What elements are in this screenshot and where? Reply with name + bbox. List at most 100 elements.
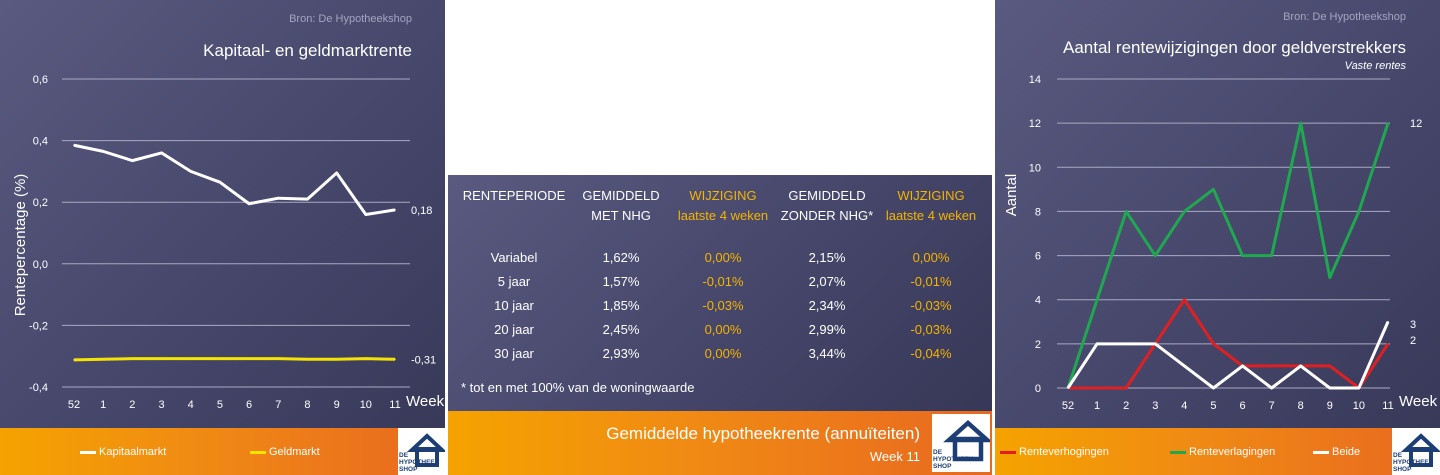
row-10-jaar-cell-2: -0,03% (702, 298, 744, 313)
data-point (1096, 343, 1098, 345)
row-20-jaar-cell-4: -0,03% (910, 322, 952, 337)
rates-table: RENTEPERIODE GEMIDDELD MET NHG WIJZIGING… (448, 175, 992, 411)
data-point (1358, 210, 1360, 213)
data-point (189, 357, 192, 360)
data-point (1183, 365, 1186, 367)
house-icon (943, 419, 990, 462)
y-axis-title: Aantal (1003, 174, 1020, 217)
series-line-renteverhogingen (1068, 298, 1390, 390)
logo-middle-line-1: DE (933, 449, 943, 456)
row-variabel-cell-0: Variabel (490, 250, 538, 265)
footer-week: Week 11 (869, 449, 920, 464)
data-point (189, 170, 192, 173)
data-point (1241, 254, 1244, 257)
data-point (1096, 298, 1098, 301)
end-data-label: -0,31 (411, 354, 436, 366)
series-line-kapitaalmarkt (73, 143, 396, 217)
data-point (102, 150, 104, 153)
right-chart-panel: Bron: De Hypotheekshop Aantal rentewijzi… (995, 0, 1440, 475)
data-point (394, 358, 396, 361)
left-chart-panel: Bron: De Hypotheekshop Kapitaal- en geld… (0, 0, 445, 475)
x-tick-label: 2 (1123, 400, 1129, 412)
data-point (1387, 343, 1389, 345)
row-20-jaar-cell-2: 0,00% (704, 322, 742, 337)
data-point (1270, 387, 1273, 389)
col-header-gemiddeld-met-nhg-line1: GEMIDDELD (582, 188, 660, 203)
data-point (1329, 365, 1331, 367)
data-point (131, 159, 134, 162)
data-point (277, 197, 280, 199)
row-30-jaar-cell-0: 30 jaar (494, 346, 534, 361)
x-tick-label: 5 (1210, 400, 1216, 412)
data-point (1154, 254, 1157, 257)
col-header-rentperiode-line1: RENTEPERIODE (462, 188, 566, 203)
data-point (219, 357, 221, 360)
legend-beide-swatch (1313, 450, 1329, 454)
row-20-jaar-cell-0: 20 jaar (494, 322, 534, 337)
y-tick-label: 0,0 (33, 259, 48, 271)
left-chart-svg: -0,4 -0,2 0,0 0,2 0,4 0,6 52 1 2 3 4 5 6 7 8 9 10 11 Week R… (12, 74, 445, 411)
data-point (1183, 210, 1186, 213)
x-tick-label: 10 (360, 399, 372, 411)
col-header-wijziging-2: WIJZIGING laatste 4 weken (878, 186, 984, 226)
legend-kapitaalmarkt-swatch (80, 450, 96, 454)
y-tick-label: 10 (1029, 162, 1041, 174)
row-10-jaar-cell-3: 2,34% (808, 298, 846, 313)
data-point (1067, 387, 1069, 389)
x-tick-label: 6 (1239, 400, 1245, 412)
data-point (160, 357, 163, 360)
y-tick-label: 2 (1035, 339, 1041, 351)
row-30-jaar-cell-3: 3,44% (808, 346, 846, 361)
legend-renteverlagingen-label: Renteverlagingen (1189, 446, 1276, 458)
data-point (1212, 343, 1215, 345)
data-point (365, 357, 367, 360)
left-legend-bar: Kapitaalmarkt Geldmarkt DE HYPOTHEEK SHO… (0, 428, 445, 475)
y-tick-label: 0,2 (33, 197, 48, 209)
legend-geldmarkt: Geldmarkt (250, 446, 320, 458)
x-tick-label: 5 (217, 399, 223, 411)
series-line-geldmarkt (73, 357, 396, 362)
col-header-gemiddeld-zonder-nhg-line2: ZONDER NHG* (780, 208, 874, 223)
legend-kapitaalmarkt-label: Kapitaalmarkt (99, 446, 167, 458)
y-tick-label: 12 (1029, 118, 1041, 130)
x-tick-label: 6 (246, 399, 252, 411)
legend-renteverhogingen: Renteverhogingen (1000, 446, 1109, 458)
x-tick-label: 1 (100, 399, 106, 411)
right-legend-bar: Renteverhogingen Renteverlagingen Beide … (995, 428, 1440, 475)
data-point (1387, 320, 1389, 323)
house-icon (406, 433, 445, 467)
logo-right-line-2: HYPOTHEEK (1393, 459, 1434, 466)
data-point (1125, 387, 1127, 389)
logo-middle: DE HYPOTHEEK SHOP (932, 414, 990, 472)
data-point (306, 198, 309, 200)
row-5-jaar-cell-0: 5 jaar (497, 274, 531, 289)
logo-middle-line-2: HYPOTHEEK (933, 456, 974, 463)
row-5-jaar-cell-1: 1,57% (602, 274, 640, 289)
data-point (1212, 188, 1215, 191)
logo-left-line-2: HYPOTHEEK (399, 459, 440, 466)
col-header-gemiddeld-met-nhg-line2: MET NHG (591, 208, 651, 223)
x-tick-label: 52 (1062, 400, 1074, 412)
row-10-jaar-cell-4: -0,03% (910, 298, 952, 313)
row-variabel-cell-1: 1,62% (602, 250, 640, 265)
data-point (1299, 122, 1302, 124)
row-variabel-cell-4: 0,00% (912, 250, 950, 265)
legend-kapitaalmarkt: Kapitaalmarkt (80, 446, 166, 458)
y-tick-label: 0,4 (33, 136, 48, 148)
y-tick-label: -0,2 (29, 320, 48, 332)
col-header-rentperiode: RENTEPERIODE (458, 186, 570, 206)
rates-table-panel: RENTEPERIODE GEMIDDELD MET NHG WIJZIGING… (448, 175, 992, 411)
row-10-jaar-cell-1: 1,85% (602, 298, 640, 313)
x-axis-title: Week (1399, 393, 1438, 410)
x-tick-label: 11 (1382, 400, 1393, 412)
logo-middle-text: DE HYPOTHEEK SHOP (933, 449, 973, 470)
data-point (1154, 343, 1157, 345)
left-chart-source: Bron: De Hypotheekshop (289, 13, 412, 25)
col-header-wijziging-2-line1: WIJZIGING (897, 188, 965, 203)
x-axis-title: Week (406, 393, 445, 410)
x-tick-label: 8 (304, 399, 310, 411)
end-data-label: 2 (1410, 335, 1416, 347)
y-tick-label: 0 (1035, 383, 1041, 395)
row-20-jaar-cell-3: 2,99% (808, 322, 846, 337)
